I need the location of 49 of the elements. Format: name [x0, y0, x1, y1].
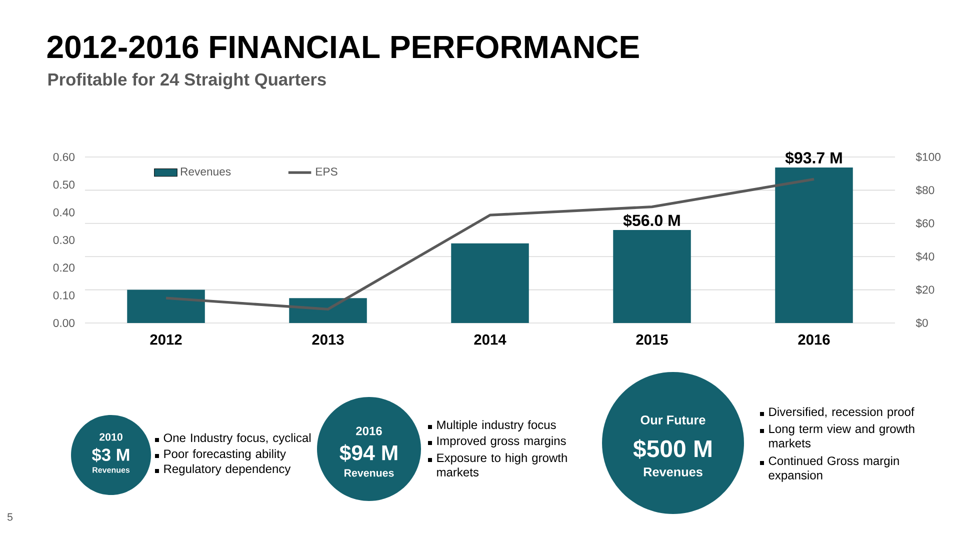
- x-tick-label: 2014: [474, 334, 506, 345]
- y2-tick-label: $20: [916, 285, 934, 294]
- text: Continued Gross margin expansion: [768, 456, 899, 482]
- y2-tick-label: $0: [916, 318, 928, 328]
- bar: [775, 167, 853, 323]
- y-tick-label: 0.50: [53, 180, 75, 189]
- bar: [451, 243, 529, 323]
- text: Multiple industry focus: [437, 420, 556, 432]
- text: $3 M: [92, 448, 130, 462]
- text: Revenues: [344, 469, 394, 477]
- text: Regulatory dependency: [164, 464, 291, 476]
- text: Improved gross margins: [437, 436, 566, 448]
- text: Exposure to high growth markets: [437, 453, 567, 476]
- legend-label: Revenues: [180, 168, 231, 176]
- bar: [289, 298, 367, 323]
- y-tick-label: 0.00: [53, 318, 75, 327]
- y-tick-label: 0.20: [53, 264, 75, 272]
- y2-tick-label: $40: [916, 252, 934, 262]
- text: $94 M: [340, 444, 398, 462]
- bar: [127, 290, 205, 323]
- text: $500 M: [633, 439, 712, 459]
- y2-tick-label: $100: [916, 152, 940, 162]
- x-tick-label: 2012: [150, 334, 182, 345]
- text: Diversified, recession proof: [769, 407, 914, 418]
- text: Our Future: [640, 416, 706, 424]
- text: Long term view and growth markets: [769, 424, 914, 448]
- x-tick-label: 2015: [636, 334, 668, 345]
- data-label: $56.0 M: [623, 214, 680, 228]
- y-tick-label: 0.30: [53, 236, 75, 244]
- data-label: $93.7 M: [785, 151, 842, 165]
- chart-subtitle: Profitable for 24 Straight Quarters: [48, 72, 326, 90]
- text: Revenues: [644, 468, 702, 476]
- line-series: [164, 178, 816, 310]
- y2-tick-label: $80: [916, 186, 934, 195]
- y2-tick-label: $60: [916, 218, 934, 228]
- text: 2016: [356, 426, 382, 436]
- text: 5: [7, 513, 13, 521]
- bar: [613, 230, 691, 323]
- x-tick-label: 2013: [312, 334, 344, 345]
- text: 2010: [100, 433, 122, 441]
- text: One Industry focus, cyclical: [164, 433, 311, 444]
- x-tick-label: 2016: [798, 334, 830, 345]
- y-tick-label: 0.10: [53, 291, 75, 300]
- y-tick-label: 0.60: [53, 153, 75, 162]
- y-tick-label: 0.40: [53, 208, 75, 216]
- text: Revenues: [92, 467, 130, 473]
- text: Poor forecasting ability: [164, 449, 286, 460]
- chart-title: 2012-2016 FINANCIAL PERFORMANCE: [47, 36, 639, 58]
- legend-label: EPS: [316, 168, 338, 176]
